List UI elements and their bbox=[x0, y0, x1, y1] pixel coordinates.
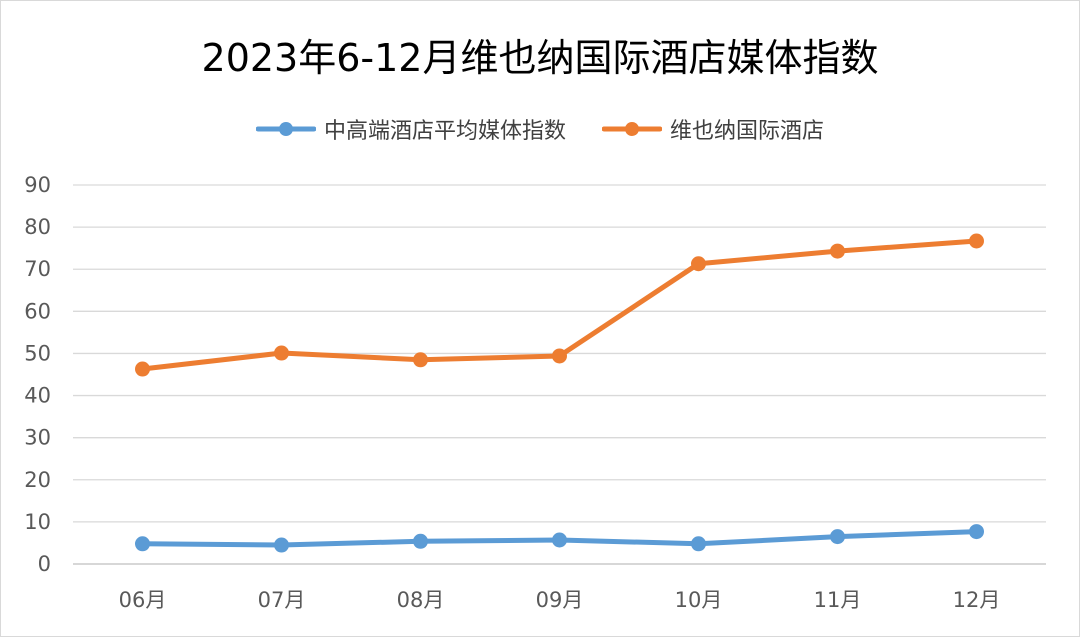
y-tick-label: 50 bbox=[24, 341, 51, 365]
x-tick-label: 10月 bbox=[675, 588, 723, 612]
x-tick-label: 11月 bbox=[814, 588, 862, 612]
y-tick-label: 10 bbox=[24, 510, 51, 534]
legend-item-series-2: 维也纳国际酒店 bbox=[602, 113, 824, 145]
data-point-series-1 bbox=[135, 536, 150, 552]
data-point-series-1 bbox=[691, 536, 706, 552]
y-tick-label: 90 bbox=[24, 173, 51, 197]
data-point-series-2 bbox=[274, 345, 289, 361]
legend-label-series-1: 中高端酒店平均媒体指数 bbox=[323, 119, 566, 144]
data-point-series-2 bbox=[969, 233, 984, 249]
y-tick-label: 40 bbox=[24, 384, 51, 408]
x-tick-label: 12月 bbox=[953, 588, 1001, 612]
data-point-series-1 bbox=[969, 524, 984, 540]
legend: 中高端酒店平均媒体指数 维也纳国际酒店 bbox=[1, 113, 1079, 145]
data-point-series-1 bbox=[830, 529, 845, 545]
data-point-series-1 bbox=[274, 537, 289, 553]
legend-swatch-series-1 bbox=[255, 122, 316, 136]
x-tick-label: 06月 bbox=[119, 588, 167, 612]
data-point-series-2 bbox=[413, 352, 428, 368]
x-tick-label: 07月 bbox=[258, 588, 306, 612]
x-tick-label: 08月 bbox=[397, 588, 445, 612]
legend-item-series-1: 中高端酒店平均媒体指数 bbox=[255, 113, 566, 145]
y-tick-label: 0 bbox=[38, 552, 51, 576]
y-tick-label: 60 bbox=[24, 299, 51, 323]
data-point-series-2 bbox=[830, 243, 845, 259]
legend-swatch-series-2 bbox=[602, 122, 662, 136]
data-point-series-2 bbox=[691, 256, 706, 272]
y-tick-label: 80 bbox=[24, 215, 51, 239]
y-tick-label: 20 bbox=[24, 468, 51, 492]
chart-title: 2023年6-12月维也纳国际酒店媒体指数 bbox=[201, 36, 879, 80]
x-tick-label: 09月 bbox=[536, 588, 584, 612]
data-point-series-2 bbox=[552, 348, 567, 364]
data-point-series-1 bbox=[413, 533, 428, 549]
y-tick-label: 70 bbox=[24, 257, 51, 281]
data-point-series-2 bbox=[135, 361, 150, 377]
y-tick-label: 30 bbox=[24, 426, 51, 450]
data-point-series-1 bbox=[552, 532, 567, 548]
legend-label-series-2: 维也纳国际酒店 bbox=[670, 119, 825, 144]
